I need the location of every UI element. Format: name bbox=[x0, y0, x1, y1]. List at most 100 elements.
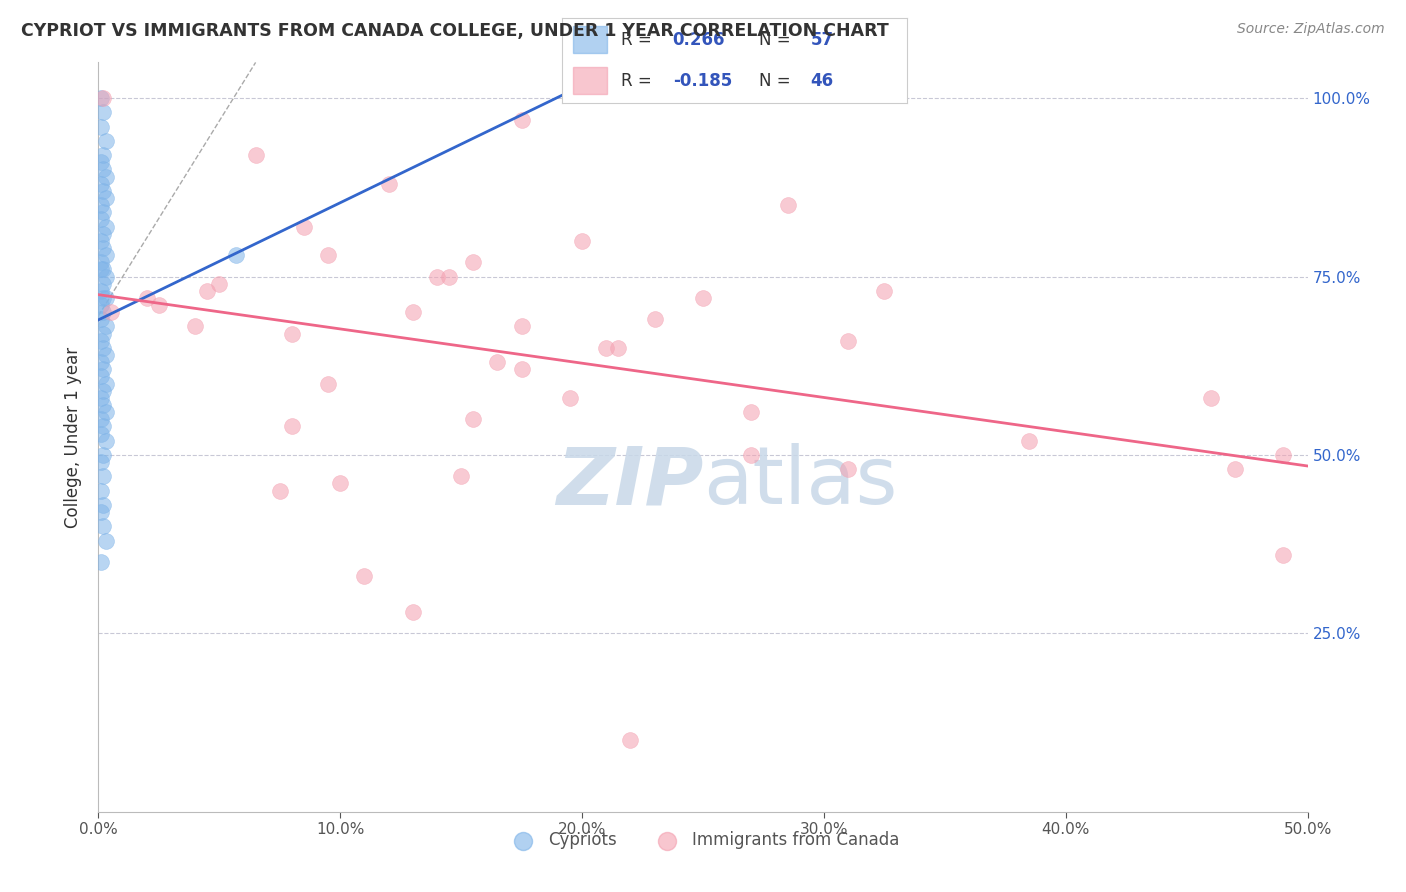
Point bbox=[195, 284, 218, 298]
Point bbox=[558, 391, 581, 405]
Point bbox=[90, 555, 112, 569]
Point bbox=[91, 498, 114, 512]
Point bbox=[90, 262, 112, 277]
Y-axis label: College, Under 1 year: College, Under 1 year bbox=[65, 346, 83, 528]
FancyBboxPatch shape bbox=[572, 27, 607, 54]
Point bbox=[353, 569, 375, 583]
Point bbox=[91, 291, 114, 305]
Point bbox=[426, 269, 449, 284]
Point bbox=[94, 405, 117, 419]
Point bbox=[740, 448, 762, 462]
Point bbox=[450, 469, 472, 483]
Point bbox=[90, 355, 112, 369]
Point bbox=[91, 184, 114, 198]
Point bbox=[94, 269, 117, 284]
Point bbox=[1018, 434, 1040, 448]
Point bbox=[90, 234, 112, 248]
Point bbox=[692, 291, 714, 305]
Point bbox=[510, 362, 533, 376]
Point bbox=[90, 155, 112, 169]
Point bbox=[90, 91, 112, 105]
Point bbox=[90, 455, 112, 469]
Point bbox=[91, 91, 114, 105]
Point bbox=[463, 412, 485, 426]
Point bbox=[90, 177, 112, 191]
Point bbox=[292, 219, 315, 234]
Point bbox=[208, 277, 231, 291]
Point bbox=[619, 733, 641, 747]
Point bbox=[94, 348, 117, 362]
Text: CYPRIOT VS IMMIGRANTS FROM CANADA COLLEGE, UNDER 1 YEAR CORRELATION CHART: CYPRIOT VS IMMIGRANTS FROM CANADA COLLEG… bbox=[21, 22, 889, 40]
Point bbox=[269, 483, 291, 498]
Point bbox=[91, 277, 114, 291]
Point bbox=[837, 334, 859, 348]
Point bbox=[1199, 391, 1222, 405]
Point bbox=[595, 341, 617, 355]
Point bbox=[91, 162, 114, 177]
Point bbox=[644, 312, 666, 326]
Point bbox=[90, 255, 112, 269]
Point bbox=[148, 298, 170, 312]
Point bbox=[91, 227, 114, 241]
FancyBboxPatch shape bbox=[572, 67, 607, 95]
Point bbox=[91, 448, 114, 462]
Text: R =: R = bbox=[621, 71, 657, 89]
Point bbox=[91, 398, 114, 412]
Point bbox=[90, 284, 112, 298]
Point bbox=[91, 148, 114, 162]
Point bbox=[740, 405, 762, 419]
Point bbox=[402, 605, 425, 619]
Point bbox=[1223, 462, 1246, 476]
Point bbox=[94, 376, 117, 391]
Point bbox=[1272, 448, 1295, 462]
Point bbox=[837, 462, 859, 476]
Point bbox=[94, 134, 117, 148]
Text: N =: N = bbox=[759, 31, 796, 49]
Text: -0.185: -0.185 bbox=[672, 71, 733, 89]
Point bbox=[91, 105, 114, 120]
Point bbox=[90, 426, 112, 441]
Point bbox=[90, 198, 112, 212]
Point bbox=[607, 341, 630, 355]
Point bbox=[90, 312, 112, 326]
Point bbox=[776, 198, 799, 212]
Point bbox=[91, 419, 114, 434]
Point bbox=[377, 177, 399, 191]
Text: ZIP: ZIP bbox=[555, 443, 703, 521]
Legend: Cypriots, Immigrants from Canada: Cypriots, Immigrants from Canada bbox=[501, 824, 905, 855]
Text: atlas: atlas bbox=[703, 443, 897, 521]
Point bbox=[463, 255, 485, 269]
Point bbox=[91, 341, 114, 355]
Point bbox=[91, 469, 114, 483]
Point bbox=[329, 476, 352, 491]
Point bbox=[91, 205, 114, 219]
Text: N =: N = bbox=[759, 71, 796, 89]
Point bbox=[571, 234, 593, 248]
Point bbox=[90, 120, 112, 134]
Point bbox=[90, 505, 112, 519]
Point bbox=[90, 334, 112, 348]
Point bbox=[91, 262, 114, 277]
Point bbox=[91, 384, 114, 398]
Point bbox=[91, 241, 114, 255]
Point bbox=[90, 412, 112, 426]
Point bbox=[1272, 548, 1295, 562]
Point bbox=[281, 419, 304, 434]
Text: Source: ZipAtlas.com: Source: ZipAtlas.com bbox=[1237, 22, 1385, 37]
Point bbox=[90, 483, 112, 498]
Point bbox=[90, 298, 112, 312]
Point bbox=[510, 319, 533, 334]
Point bbox=[402, 305, 425, 319]
Point bbox=[94, 533, 117, 548]
Point bbox=[135, 291, 157, 305]
Point bbox=[94, 434, 117, 448]
Text: 0.266: 0.266 bbox=[672, 31, 725, 49]
Point bbox=[100, 305, 122, 319]
Point bbox=[94, 248, 117, 262]
Point bbox=[91, 362, 114, 376]
Text: 57: 57 bbox=[810, 31, 834, 49]
Text: R =: R = bbox=[621, 31, 657, 49]
Text: 46: 46 bbox=[810, 71, 834, 89]
Point bbox=[90, 391, 112, 405]
Point bbox=[281, 326, 304, 341]
